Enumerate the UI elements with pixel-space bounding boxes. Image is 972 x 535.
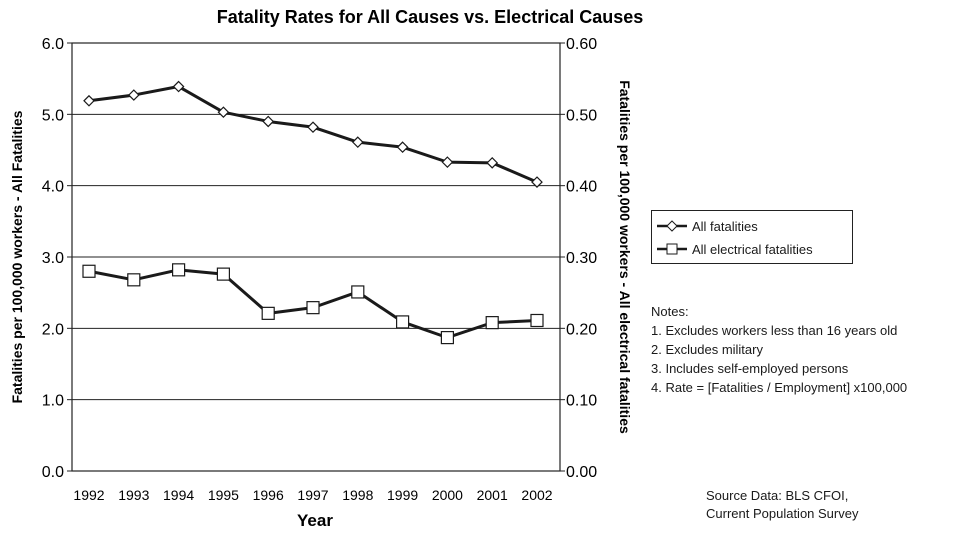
gridlines — [72, 113, 560, 401]
data-point-diamond — [127, 89, 140, 101]
data-point-diamond — [217, 106, 230, 119]
data-point-square — [351, 285, 365, 299]
left-tick-label: 4.0 — [42, 179, 64, 196]
source-note: Source Data: BLS CFOI, Current Populatio… — [706, 487, 858, 523]
x-tick-label: 1992 — [73, 487, 104, 503]
left-tick-label: 6.0 — [42, 36, 64, 53]
chart-title: Fatality Rates for All Causes vs. Electr… — [217, 7, 644, 27]
series-line-1 — [88, 85, 538, 184]
data-point-square — [396, 315, 410, 329]
x-axis-title: Year — [297, 511, 333, 530]
x-tick-label: 1996 — [253, 487, 284, 503]
left-tick-label: 1.0 — [42, 393, 64, 410]
data-point-square — [530, 313, 544, 328]
x-tick-label: 2002 — [521, 487, 552, 503]
data-point-square — [216, 267, 230, 281]
data-point-diamond — [172, 80, 185, 93]
left-tick-label: 5.0 — [42, 107, 64, 124]
data-point-square — [261, 306, 275, 320]
x-axis-ticks: 1992 1993 1994 1995 1996 1997 1998 1999 2000 2001… — [73, 487, 552, 503]
data-point-diamond — [262, 115, 275, 128]
left-tick-label: 0.0 — [42, 464, 64, 481]
left-tick-label: 3.0 — [42, 250, 64, 267]
data-point-diamond — [351, 136, 364, 149]
data-point-square — [82, 264, 96, 278]
data-point-diamond — [531, 176, 543, 188]
right-axis-title: Fatalities per 100,000 workers - All ele… — [617, 80, 633, 434]
data-point-diamond — [486, 156, 499, 169]
right-tick-label: 0.30 — [566, 250, 597, 267]
data-point-square — [485, 316, 499, 330]
data-point-diamond — [307, 121, 319, 134]
legend: All fatalities All electrical fatalities — [651, 210, 853, 264]
x-tick-label: 2000 — [432, 487, 463, 503]
legend-label: All fatalities — [692, 218, 758, 234]
legend-item-all-electrical-fatalities: All electrical fatalities — [656, 239, 813, 259]
note-item: 2. Excludes military — [651, 342, 763, 357]
data-point-square — [306, 301, 320, 315]
x-tick-label: 2001 — [477, 487, 508, 503]
diamond-marker-icon — [657, 220, 687, 232]
x-tick-label: 1997 — [297, 487, 328, 503]
x-tick-label: 1993 — [118, 487, 149, 503]
x-tick-label: 1999 — [387, 487, 418, 503]
data-point-diamond — [83, 94, 95, 107]
note-item: 1. Excludes workers less than 16 years o… — [651, 323, 898, 338]
left-axis-title: Fatalities per 100,000 workers - All Fat… — [9, 110, 25, 403]
right-tick-label: 0.00 — [566, 464, 597, 481]
data-point-square — [127, 273, 141, 287]
x-tick-label: 1995 — [208, 487, 239, 503]
right-tick-label: 0.50 — [566, 107, 597, 124]
notes-heading: Notes: — [651, 304, 689, 319]
square-marker-icon — [657, 243, 687, 255]
notes: Notes: 1. Excludes workers less than 16 … — [651, 302, 907, 397]
data-point-square — [172, 263, 186, 277]
note-item: 4. Rate = [Fatalities / Employment] x100… — [651, 380, 908, 395]
right-tick-label: 0.20 — [566, 321, 597, 338]
left-tick-label: 2.0 — [42, 321, 64, 338]
right-tick-label: 0.10 — [566, 393, 597, 410]
right-tick-label: 0.60 — [566, 36, 597, 53]
left-axis-ticks: 0.0 1.0 2.0 3.0 4.0 5.0 6.0 — [42, 36, 72, 481]
data-point-square — [440, 331, 454, 345]
x-tick-label: 1994 — [163, 487, 194, 503]
source-line: Source Data: BLS CFOI, — [706, 488, 849, 503]
x-tick-label: 1998 — [342, 487, 373, 503]
right-axis-ticks: 0.00 0.10 0.20 0.30 0.40 0.50 0.60 — [560, 36, 597, 481]
legend-item-all-fatalities: All fatalities — [656, 216, 758, 236]
legend-label: All electrical fatalities — [692, 241, 813, 257]
data-point-diamond — [441, 156, 454, 168]
note-item: 3. Includes self-employed persons — [651, 361, 849, 376]
right-tick-label: 0.40 — [566, 179, 597, 196]
source-line: Current Population Survey — [706, 506, 859, 521]
data-point-diamond — [396, 141, 409, 153]
series-markers — [82, 80, 544, 345]
